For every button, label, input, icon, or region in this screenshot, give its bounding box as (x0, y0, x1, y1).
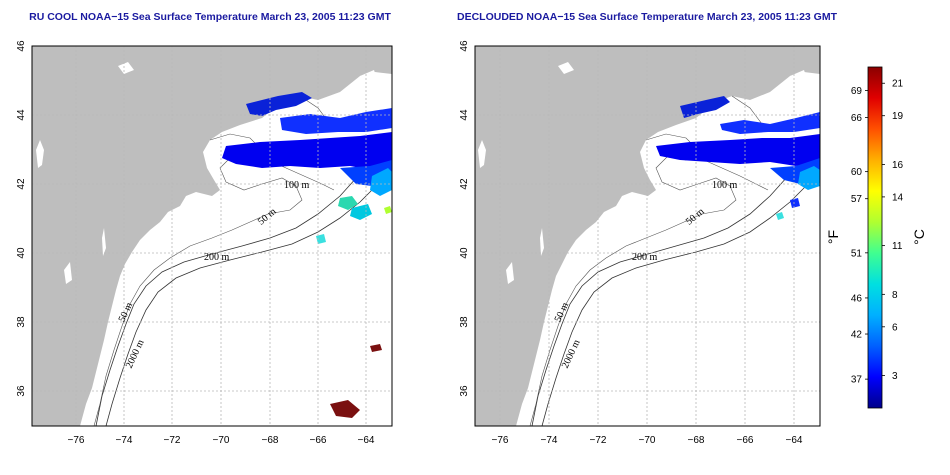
grid-left (32, 46, 392, 426)
colorbar-scale (867, 66, 883, 409)
lon-tick: −64 (786, 435, 803, 446)
celsius-tick: 19 (892, 111, 904, 122)
lon-tick: −66 (310, 435, 327, 446)
lake (102, 228, 106, 256)
lat-tick: 46 (459, 40, 470, 52)
celsius-ticks: 21 19 16 14 11 8 6 3 (882, 79, 904, 382)
contour-label-100m: 100 m (284, 180, 310, 191)
sst-data-right (656, 96, 820, 220)
contour-label-2000m: 2000 m (124, 338, 147, 370)
lat-tick: 36 (16, 385, 27, 397)
contour-label-100m: 100 m (712, 180, 738, 191)
fahrenheit-tick: 46 (851, 293, 863, 304)
lake (36, 140, 44, 168)
celsius-unit-label: °C (911, 229, 927, 245)
fahrenheit-tick: 69 (851, 86, 863, 97)
lake (506, 262, 514, 284)
lat-tick: 38 (16, 316, 27, 328)
lon-tick: −68 (688, 435, 705, 446)
celsius-tick: 14 (892, 192, 904, 203)
lake (118, 62, 134, 74)
lon-tick: −76 (68, 435, 85, 446)
contour-label-50m: 50 m (684, 206, 707, 228)
fahrenheit-tick: 37 (851, 375, 863, 386)
contour-label-2000m: 2000 m (560, 338, 583, 370)
lat-tick: 38 (459, 316, 470, 328)
lat-tick: 40 (16, 247, 27, 259)
lake (64, 262, 72, 284)
lon-tick: −76 (492, 435, 509, 446)
lat-ticks-right: 46 44 42 40 38 36 (459, 40, 470, 397)
lat-tick: 42 (459, 178, 470, 190)
fahrenheit-unit-label: °F (825, 230, 841, 244)
lon-tick: −66 (737, 435, 754, 446)
fahrenheit-tick: 42 (851, 330, 863, 341)
plot-frame (474, 45, 821, 427)
fahrenheit-tick: 57 (851, 194, 863, 205)
grid-right (475, 46, 820, 426)
fahrenheit-tick: 60 (851, 167, 863, 178)
panel-right-title: DECLOUDED NOAA−15 Sea Surface Temperatur… (457, 11, 838, 23)
lake (558, 62, 574, 74)
celsius-tick: 6 (892, 322, 898, 333)
contour-2000m (105, 171, 392, 426)
lon-tick: −68 (262, 435, 279, 446)
lake (790, 70, 806, 80)
lat-tick: 40 (459, 247, 470, 259)
lon-tick: −74 (541, 435, 558, 446)
lon-tick: −72 (590, 435, 607, 446)
lake (478, 140, 486, 168)
lon-tick: −70 (213, 435, 230, 446)
lat-tick: 46 (16, 40, 27, 52)
land-mass (475, 46, 820, 426)
fahrenheit-ticks: 69 66 60 57 51 46 42 37 (851, 86, 868, 386)
celsius-tick: 3 (892, 371, 898, 382)
fahrenheit-tick: 51 (851, 248, 863, 259)
lon-tick: −72 (164, 435, 181, 446)
lat-tick: 44 (16, 109, 27, 121)
land-mass (32, 46, 392, 426)
contour-label-50m-south: 50 m (117, 301, 136, 324)
lat-tick: 36 (459, 385, 470, 397)
lat-ticks-left: 46 44 42 40 38 36 (16, 40, 27, 397)
lon-tick: −64 (358, 435, 375, 446)
contour-200m (531, 149, 820, 426)
sst-data-left (222, 92, 392, 418)
lat-tick: 44 (459, 109, 470, 121)
celsius-tick: 11 (892, 241, 903, 252)
lat-tick: 42 (16, 178, 27, 190)
lon-ticks-left: −76 −74 −72 −70 −68 −66 −64 (68, 435, 375, 446)
fahrenheit-tick: 66 (851, 113, 863, 124)
colorbar: 69 66 60 57 51 46 42 37 21 19 16 14 11 8 6 3 °F °C (825, 66, 927, 409)
contour-label-50m-south: 50 m (553, 301, 572, 324)
celsius-tick: 8 (892, 290, 898, 301)
panel-left-title: RU COOL NOAA−15 Sea Surface Temperature … (29, 11, 391, 23)
plot-frame (31, 45, 393, 427)
panel-left: RU COOL NOAA−15 Sea Surface Temperature … (16, 11, 393, 446)
lake (360, 70, 376, 80)
panel-right: DECLOUDED NOAA−15 Sea Surface Temperatur… (457, 11, 838, 446)
contour-2000m (541, 171, 820, 426)
lon-tick: −74 (116, 435, 133, 446)
contour-200m (95, 149, 392, 426)
lon-tick: −70 (639, 435, 656, 446)
contour-label-200m: 200 m (632, 252, 658, 263)
lon-ticks-right: −76 −74 −72 −70 −68 −66 −64 (492, 435, 803, 446)
celsius-tick: 21 (892, 79, 904, 90)
contour-label-50m: 50 m (256, 206, 279, 228)
celsius-tick: 16 (892, 160, 904, 171)
contour-label-200m: 200 m (204, 252, 230, 263)
lake (540, 228, 544, 256)
